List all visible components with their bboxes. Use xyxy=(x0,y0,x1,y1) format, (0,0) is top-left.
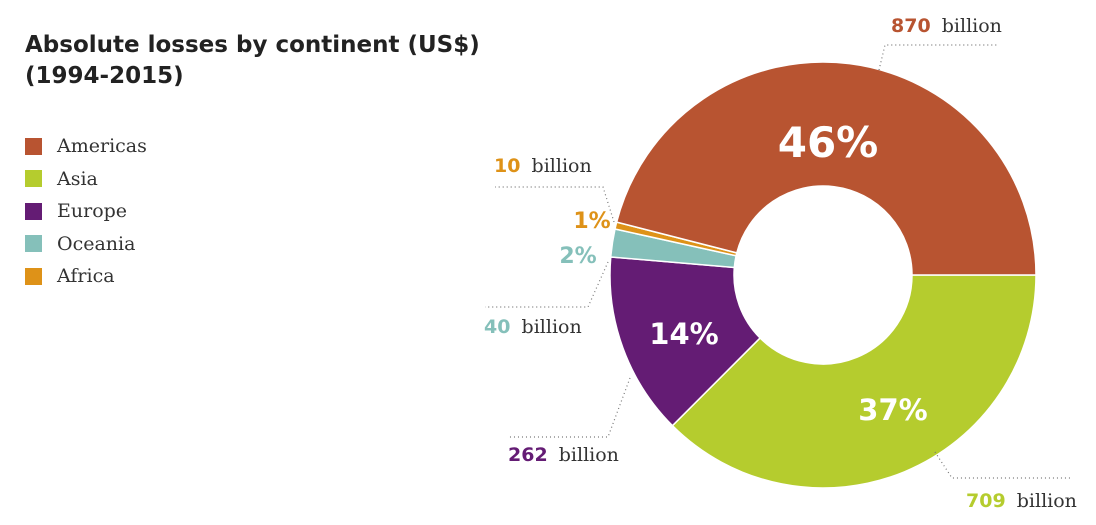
callout-unit-europe: billion xyxy=(559,444,619,466)
legend-swatch-oceania xyxy=(25,235,42,253)
callout-unit-africa: billion xyxy=(532,155,592,177)
legend-swatch-africa xyxy=(25,267,42,285)
legend-item-europe: Europe xyxy=(25,195,147,228)
chart-legend: Americas Asia Europe Oceania Africa xyxy=(25,130,147,293)
legend-label-oceania: Oceania xyxy=(57,232,136,255)
callout-unit-americas: billion xyxy=(942,15,1002,37)
callout-asia: 709 billion xyxy=(966,490,1077,512)
chart-title-line-1: Absolute losses by continent (US$) xyxy=(25,32,480,58)
leader-americas xyxy=(878,44,997,71)
callout-value-oceania: 40 xyxy=(484,316,510,338)
callout-unit-oceania: billion xyxy=(522,316,582,338)
leader-africa xyxy=(495,186,615,223)
legend-label-europe: Europe xyxy=(57,200,128,223)
legend-label-americas: Americas xyxy=(57,135,147,158)
legend-swatch-americas xyxy=(25,137,42,155)
legend-swatch-europe xyxy=(25,202,42,220)
slice-asia xyxy=(671,274,1037,489)
leader-oceania xyxy=(485,261,609,308)
leader-europe xyxy=(508,377,631,438)
callout-unit-asia: billion xyxy=(1017,490,1077,512)
legend-item-africa: Africa xyxy=(25,260,147,293)
slice-europe xyxy=(609,256,762,427)
legend-swatch-asia xyxy=(25,170,42,188)
callout-oceania: 40 billion xyxy=(484,316,582,338)
slice-percent-oceania: 2% xyxy=(559,244,596,269)
legend-label-africa: Africa xyxy=(57,265,115,288)
callout-value-asia: 709 xyxy=(966,490,1006,512)
legend-item-americas: Americas xyxy=(25,130,147,163)
callout-europe: 262 billion xyxy=(508,444,619,466)
slice-americas xyxy=(615,61,1037,276)
callout-americas: 870 billion xyxy=(891,15,1002,37)
legend-label-asia: Asia xyxy=(57,167,98,190)
slice-percent-africa: 1% xyxy=(573,209,610,234)
callout-leaders xyxy=(485,44,1072,479)
callout-value-europe: 262 xyxy=(508,444,548,466)
chart-title: Absolute losses by continent (US$) (1994… xyxy=(25,30,480,92)
legend-item-asia: Asia xyxy=(25,163,147,196)
callout-africa: 10 billion xyxy=(494,155,592,177)
slice-percent-europe: 14% xyxy=(649,317,718,351)
legend-item-oceania: Oceania xyxy=(25,228,147,261)
leader-asia xyxy=(934,451,1072,479)
slice-percent-asia: 37% xyxy=(858,393,927,427)
slice-percent-americas: 46% xyxy=(778,118,879,167)
callout-value-africa: 10 xyxy=(494,155,520,177)
chart-title-line-2: (1994-2015) xyxy=(25,63,184,89)
callout-value-americas: 870 xyxy=(891,15,931,37)
donut-slices xyxy=(609,61,1037,489)
